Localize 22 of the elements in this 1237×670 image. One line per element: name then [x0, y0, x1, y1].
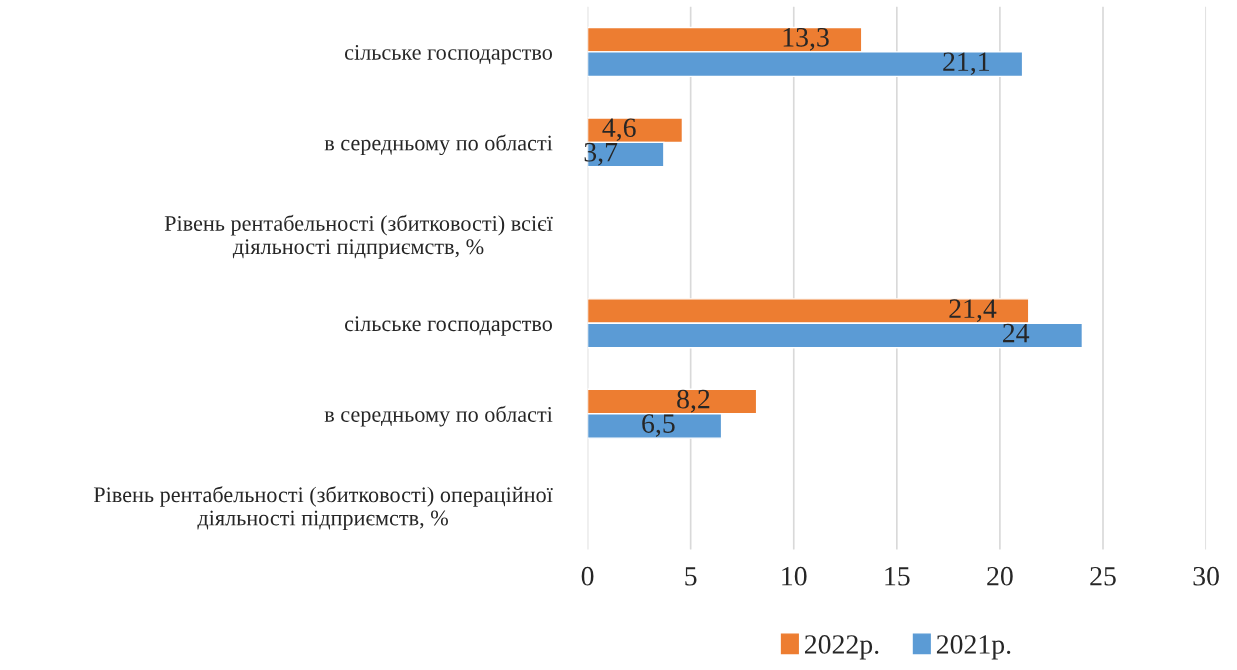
- x-tick-label: 5: [685, 567, 697, 586]
- data-label: 24: [1003, 323, 1030, 343]
- y-tick-label: сільське господарство: [345, 316, 552, 336]
- x-tick-label: 0: [581, 566, 594, 586]
- y-tick-label: Рівень рентабельності (збитковості) всієї діяльності підприємств, %: [164, 214, 553, 259]
- data-label: 21,1: [943, 52, 989, 76]
- data-label: 8,2: [677, 389, 710, 413]
- legend-label: 2022р.: [804, 635, 879, 660]
- y-tick-label: Рівень рентабельності (збитковості) операційної діяльності підприємств, %: [93, 486, 553, 531]
- legend-label: 2021р.: [936, 635, 1011, 660]
- x-tick-label: 10: [782, 566, 807, 586]
- x-tick-label: 15: [885, 567, 910, 586]
- y-tick-label: в середньому по області: [324, 405, 553, 427]
- y-tick-label: в середньому по області: [324, 134, 553, 156]
- x-tick-label: 25: [1090, 566, 1116, 586]
- data-label: 13,3: [783, 28, 829, 51]
- x-tick-label: 20: [987, 566, 1013, 586]
- data-label: 6,5: [642, 414, 675, 437]
- y-tick-label: сільське господарство: [345, 44, 552, 65]
- data-label: 4,6: [602, 118, 636, 142]
- data-label: 21,4: [949, 299, 997, 323]
- x-tick-label: 30: [1193, 566, 1219, 586]
